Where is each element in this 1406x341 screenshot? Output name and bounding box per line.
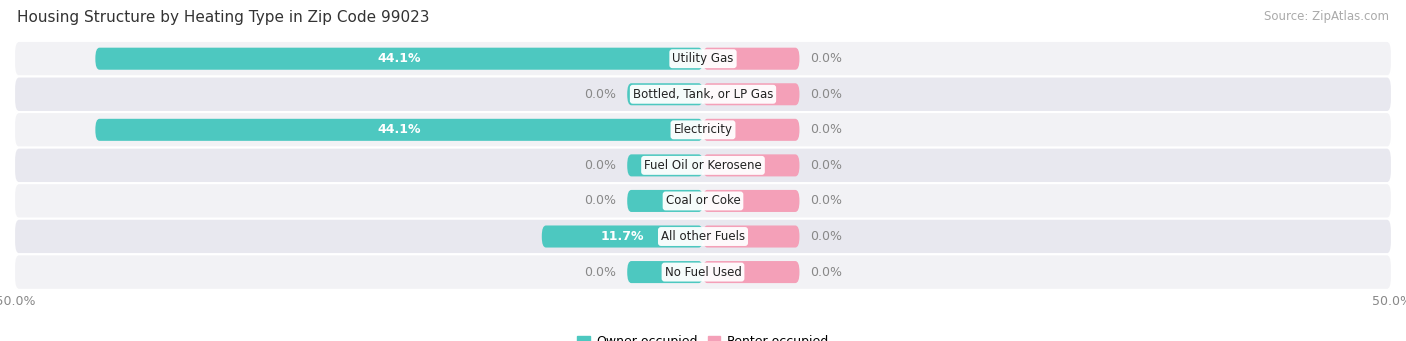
FancyBboxPatch shape: [96, 119, 703, 141]
Text: 0.0%: 0.0%: [810, 159, 842, 172]
Text: Electricity: Electricity: [673, 123, 733, 136]
FancyBboxPatch shape: [14, 254, 1392, 290]
FancyBboxPatch shape: [703, 119, 800, 141]
FancyBboxPatch shape: [627, 154, 703, 176]
FancyBboxPatch shape: [14, 183, 1392, 219]
FancyBboxPatch shape: [14, 148, 1392, 183]
FancyBboxPatch shape: [14, 76, 1392, 112]
Text: 0.0%: 0.0%: [585, 266, 616, 279]
Text: Fuel Oil or Kerosene: Fuel Oil or Kerosene: [644, 159, 762, 172]
FancyBboxPatch shape: [627, 261, 703, 283]
Text: 44.1%: 44.1%: [377, 52, 420, 65]
FancyBboxPatch shape: [14, 219, 1392, 254]
Text: 0.0%: 0.0%: [810, 266, 842, 279]
Text: 0.0%: 0.0%: [585, 88, 616, 101]
FancyBboxPatch shape: [703, 225, 800, 248]
Text: Source: ZipAtlas.com: Source: ZipAtlas.com: [1264, 10, 1389, 23]
Text: Utility Gas: Utility Gas: [672, 52, 734, 65]
FancyBboxPatch shape: [541, 225, 703, 248]
Text: Housing Structure by Heating Type in Zip Code 99023: Housing Structure by Heating Type in Zip…: [17, 10, 429, 25]
Legend: Owner-occupied, Renter-occupied: Owner-occupied, Renter-occupied: [572, 330, 834, 341]
FancyBboxPatch shape: [703, 48, 800, 70]
Text: Bottled, Tank, or LP Gas: Bottled, Tank, or LP Gas: [633, 88, 773, 101]
FancyBboxPatch shape: [14, 41, 1392, 76]
Text: No Fuel Used: No Fuel Used: [665, 266, 741, 279]
Text: 0.0%: 0.0%: [810, 123, 842, 136]
FancyBboxPatch shape: [96, 48, 703, 70]
FancyBboxPatch shape: [627, 83, 703, 105]
Text: 0.0%: 0.0%: [585, 159, 616, 172]
FancyBboxPatch shape: [703, 261, 800, 283]
Text: All other Fuels: All other Fuels: [661, 230, 745, 243]
Text: 44.1%: 44.1%: [377, 123, 420, 136]
Text: 11.7%: 11.7%: [600, 230, 644, 243]
Text: 0.0%: 0.0%: [585, 194, 616, 207]
Text: Coal or Coke: Coal or Coke: [665, 194, 741, 207]
FancyBboxPatch shape: [703, 83, 800, 105]
Text: 0.0%: 0.0%: [810, 230, 842, 243]
FancyBboxPatch shape: [14, 112, 1392, 148]
Text: 0.0%: 0.0%: [810, 194, 842, 207]
FancyBboxPatch shape: [703, 154, 800, 176]
FancyBboxPatch shape: [703, 190, 800, 212]
Text: 0.0%: 0.0%: [810, 52, 842, 65]
Text: 0.0%: 0.0%: [810, 88, 842, 101]
FancyBboxPatch shape: [627, 190, 703, 212]
